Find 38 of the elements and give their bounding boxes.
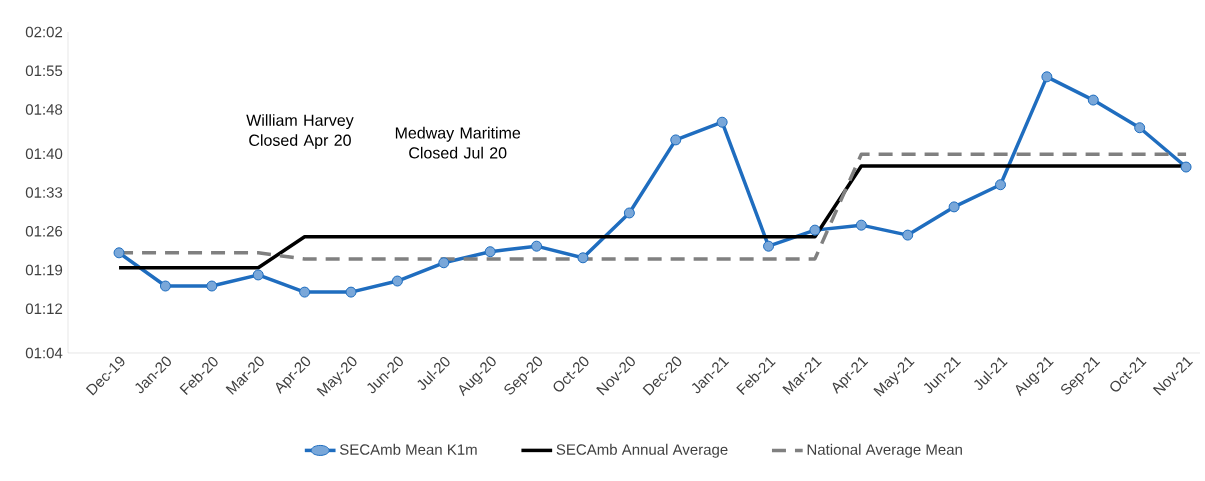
point	[948, 201, 960, 213]
point	[159, 280, 171, 292]
point	[484, 246, 496, 258]
point	[299, 286, 311, 298]
point	[855, 219, 867, 231]
point	[670, 134, 682, 146]
point	[716, 116, 728, 128]
point	[345, 286, 357, 298]
point	[391, 275, 403, 287]
point	[531, 240, 543, 252]
legend-label: SECAmb Annual Average	[556, 443, 728, 458]
point	[623, 207, 635, 219]
y-tick-label: 01:48	[25, 104, 63, 115]
point	[902, 229, 914, 241]
y-tick-label: 01:40	[25, 148, 63, 160]
point	[763, 240, 775, 252]
y-tick-label: 01:55	[25, 65, 63, 77]
legend-label: National Average Mean	[807, 443, 962, 458]
y-tick-label: 01:12	[25, 303, 63, 315]
y-tick-label: 01:19	[25, 264, 63, 276]
annotation: Medway Maritime Closed Jul 20	[395, 126, 521, 159]
point	[995, 179, 1006, 191]
point	[1134, 122, 1146, 134]
annotation: William Harvey Closed Apr 20	[246, 114, 354, 150]
point	[577, 252, 589, 264]
point	[438, 257, 450, 269]
point	[252, 269, 264, 281]
point	[1180, 161, 1192, 173]
point	[206, 280, 218, 292]
y-tick-label: 02:02	[25, 26, 63, 38]
y-tick-label: 01:26	[25, 225, 63, 237]
y-tick-label: 01:33	[25, 187, 63, 198]
point	[1041, 71, 1053, 83]
legend-label: SECAmb Mean K1m	[339, 443, 477, 455]
point	[809, 224, 821, 236]
y-tick-label: 01:04	[25, 347, 63, 359]
point	[1087, 94, 1099, 106]
point	[113, 247, 125, 259]
